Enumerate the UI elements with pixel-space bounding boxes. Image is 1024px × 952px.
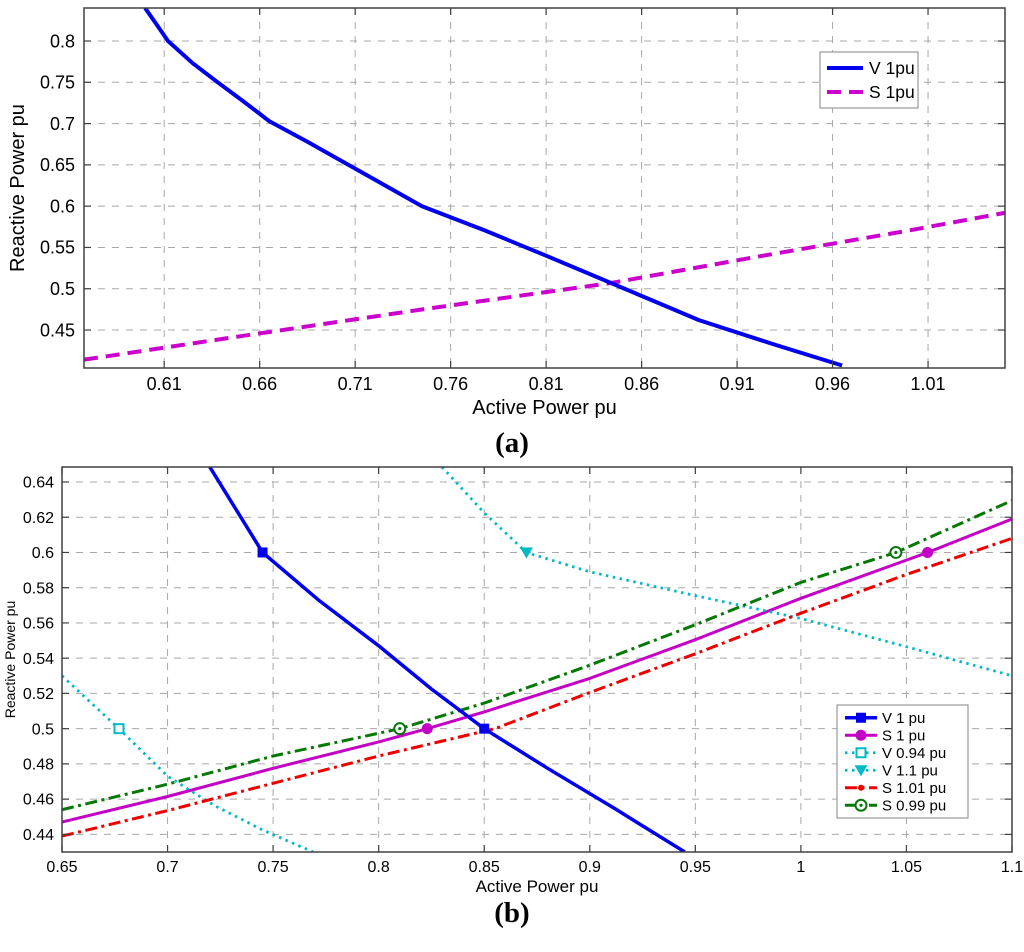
y-tick-label: 0.7 [50,114,75,134]
legend-item-label: V 1.1 pu [882,763,938,780]
y-tick-label: 0.56 [23,616,54,633]
plot-border [61,466,1013,853]
plot-series-group [62,467,1012,852]
legend-item-label: S 1 pu [882,728,925,745]
series-marker-s-1-pu [922,546,934,558]
x-tick-label: 1 [796,859,805,876]
x-tick-label: 0.65 [46,859,77,876]
chart-a-container: 0.61 0.66 0.71 0.76 0.81 0.86 0.91 0.96 1.01 0.45… [0,0,1024,424]
x-tick-label: 1.05 [891,859,922,876]
x-tick-label: 0.8 [368,859,390,876]
legend-marker-sample [856,712,866,723]
panel-label-b: (b) [494,897,530,929]
x-tick-label: 0.66 [242,374,277,394]
legend-marker-sample [859,803,863,807]
y-tick-label: 0.5 [50,279,75,299]
x-tick-label: 0.85 [469,859,500,876]
y-axis-label: Reactive Power pu [7,104,29,272]
x-axis-label: Active Power pu [476,877,599,896]
series-line-v-1-1-pu [440,467,1012,678]
y-tick-label: 0.58 [23,580,54,597]
x-tick-label: 0.76 [433,374,468,394]
y-tick-label: 0.75 [40,73,75,93]
y-tick-label: 0.44 [23,827,54,844]
x-tick-label: 0.9 [579,859,601,876]
x-tick-label: 0.61 [147,374,182,394]
chart-a-canvas: 0.61 0.66 0.71 0.76 0.81 0.86 0.91 0.96 1.01 0.45… [7,7,1006,419]
series-marker-v-1-pu [257,547,268,558]
x-axis-label: Active Power pu [472,397,617,419]
series-line-s-0-99-pu [62,499,1012,812]
x-tick-label: 1.1 [1001,859,1023,876]
legend-item-label: S 0.99 pu [882,798,946,815]
legend-marker-sample [855,747,867,759]
legend-item-label: V 1 pu [882,710,925,727]
y-tick-label: 0.54 [23,651,54,668]
series-marker-s-0-99-pu [398,727,402,731]
series-line-s-1pu [84,210,1005,362]
legend-marker-sample [855,729,867,741]
y-tick-label: 0.48 [23,756,54,773]
y-axis-label: Reactive Power pu [2,601,18,719]
x-tick-label: 0.71 [338,374,373,394]
series-line-v-1pu [143,8,843,368]
y-tick-label: 0.64 [23,475,54,492]
y-tick-label: 0.62 [23,510,54,527]
x-tick-label: 0.81 [529,374,564,394]
series-marker-s-0-99-pu [894,550,898,555]
y-tick-label: 0.46 [23,792,54,809]
x-tick-label: 0.7 [156,859,178,876]
x-tick-label: 0.96 [815,374,850,394]
series-line-s-1-01-pu [62,536,1012,838]
x-tick-label: 0.75 [258,859,289,876]
legend-box [819,51,919,109]
plot-border [83,7,1006,369]
y-tick-label: 0.55 [40,238,75,258]
x-tick-label: 0.95 [680,859,711,876]
y-tick-label: 0.45 [40,320,75,340]
panel-label-a: (a) [495,427,529,459]
y-tick-label: 0.52 [23,686,54,703]
y-tick-label: 0.5 [32,721,54,738]
series-marker-s-1-pu [421,723,433,735]
series-line-v-1-pu [208,467,686,852]
y-tick-label: 0.6 [32,545,54,562]
chart-b-container: 0.65 0.7 0.75 0.8 0.85 0.9 0.95 1 1.05 1.1 0.44 0.4… [0,460,1024,952]
legend-item-label: S 1.01 pu [882,780,946,797]
chart-b-canvas: 0.65 0.7 0.75 0.8 0.85 0.9 0.95 1 1.05 1.1 0.44 0.4… [2,466,1023,896]
series-marker-v-1-1-pu [519,547,533,559]
x-tick-label: 0.91 [720,374,755,394]
series-line-v-0-94-pu [62,674,314,852]
legend-item-label: V 0.94 pu [882,745,946,762]
y-tick-label: 0.65 [40,155,75,175]
series-marker-v-1-pu [479,723,490,734]
series-marker-v-0-94-pu [113,723,125,735]
y-tick-label: 0.6 [50,196,75,216]
series-line-s-1-pu [62,517,1012,824]
plot-series-group [84,8,1005,368]
legend-item-label: V 1pu [869,58,915,78]
legend-marker-sample [858,784,864,791]
x-tick-label: 1.01 [911,374,946,394]
x-tick-label: 0.86 [624,374,659,394]
legend-marker-sample [854,765,868,777]
y-tick-label: 0.8 [50,31,75,51]
legend-item-label: S 1pu [869,82,915,102]
